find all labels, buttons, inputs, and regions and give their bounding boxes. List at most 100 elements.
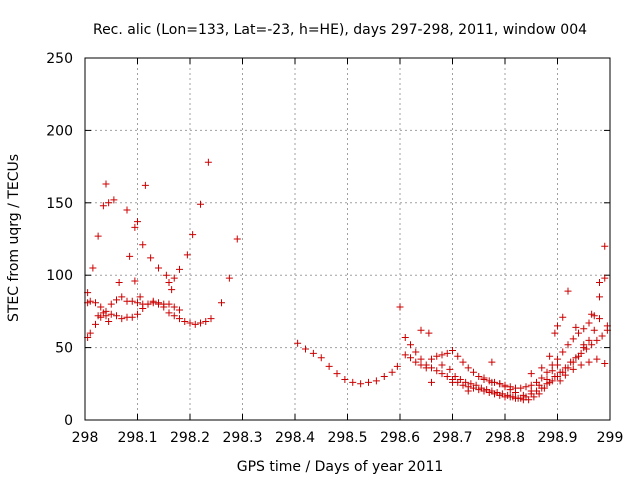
data-point bbox=[191, 320, 199, 328]
data-point bbox=[554, 322, 561, 330]
tick-layer: 298 298.1 298.2 298.3 298.4 298.5 298.6 298.7 29… bbox=[46, 51, 623, 446]
data-point bbox=[575, 329, 582, 337]
data-point bbox=[302, 345, 309, 353]
data-point bbox=[483, 386, 491, 394]
data-point bbox=[147, 254, 155, 262]
data-point bbox=[89, 264, 97, 272]
x-tick-label: 298.4 bbox=[275, 430, 315, 446]
data-point bbox=[118, 315, 126, 323]
data-point bbox=[538, 374, 546, 382]
data-point bbox=[170, 274, 178, 282]
data-point bbox=[86, 297, 94, 305]
data-point bbox=[509, 393, 517, 401]
data-point bbox=[449, 378, 456, 386]
data-point bbox=[393, 362, 401, 370]
data-point bbox=[165, 300, 173, 308]
data-point bbox=[189, 231, 197, 239]
data-point bbox=[517, 384, 525, 392]
data-point bbox=[92, 299, 99, 307]
data-point bbox=[438, 351, 446, 359]
data-point bbox=[309, 349, 317, 357]
data-point bbox=[530, 393, 538, 401]
data-point bbox=[118, 293, 126, 301]
data-point bbox=[197, 319, 204, 327]
data-point bbox=[585, 358, 593, 366]
data-point bbox=[233, 235, 241, 243]
data-point bbox=[472, 381, 480, 389]
data-point bbox=[512, 388, 519, 396]
x-tick-label: 298 bbox=[72, 430, 99, 446]
data-point bbox=[417, 361, 425, 369]
data-point bbox=[593, 355, 601, 363]
data-point bbox=[488, 387, 496, 395]
data-point bbox=[128, 313, 136, 321]
data-point bbox=[459, 358, 467, 366]
y-tick-label: 200 bbox=[46, 123, 73, 139]
data-point bbox=[446, 365, 454, 373]
data-point bbox=[207, 315, 215, 323]
data-point bbox=[551, 329, 559, 337]
data-point bbox=[540, 384, 548, 392]
data-point bbox=[580, 325, 588, 333]
data-point bbox=[162, 271, 170, 279]
data-point bbox=[498, 390, 506, 398]
data-point bbox=[407, 341, 414, 349]
data-point bbox=[443, 373, 451, 381]
x-tick-label: 298.2 bbox=[170, 430, 210, 446]
x-tick-label: 298.3 bbox=[222, 430, 262, 446]
data-point bbox=[141, 181, 149, 189]
data-point bbox=[165, 278, 173, 286]
data-point bbox=[144, 300, 152, 308]
data-point bbox=[341, 375, 349, 383]
data-point bbox=[170, 312, 178, 320]
data-point bbox=[115, 278, 123, 286]
data-point bbox=[422, 364, 430, 372]
data-point bbox=[548, 367, 556, 375]
data-point bbox=[204, 158, 212, 166]
data-point bbox=[176, 306, 183, 314]
data-point bbox=[197, 200, 204, 208]
data-point bbox=[97, 303, 105, 311]
data-point bbox=[454, 352, 462, 360]
data-point bbox=[464, 364, 472, 372]
data-point bbox=[551, 373, 559, 381]
data-point bbox=[333, 370, 341, 378]
data-point bbox=[475, 373, 483, 381]
data-point bbox=[577, 361, 585, 369]
data-point bbox=[155, 264, 162, 272]
data-point bbox=[519, 391, 527, 399]
data-point bbox=[449, 346, 456, 354]
data-point bbox=[134, 218, 141, 226]
data-point bbox=[596, 315, 603, 323]
data-point bbox=[546, 352, 554, 360]
data-point bbox=[107, 300, 115, 308]
data-point bbox=[496, 380, 504, 388]
data-point bbox=[569, 335, 577, 343]
data-point bbox=[559, 313, 567, 321]
y-tick-label: 250 bbox=[46, 51, 73, 67]
data-point bbox=[92, 320, 99, 328]
data-point bbox=[113, 312, 120, 320]
data-point bbox=[601, 242, 609, 250]
data-point bbox=[582, 345, 590, 353]
y-axis-label: STEC from uqrg / TECUs bbox=[6, 154, 22, 322]
data-point bbox=[176, 265, 183, 273]
data-point bbox=[372, 377, 380, 385]
data-point bbox=[425, 329, 433, 337]
data-point bbox=[480, 374, 488, 382]
data-point bbox=[580, 341, 588, 349]
data-point bbox=[585, 336, 593, 344]
plot-frame bbox=[84, 57, 611, 421]
data-point bbox=[105, 318, 113, 326]
data-point bbox=[433, 352, 441, 360]
data-point bbox=[470, 368, 477, 376]
data-point bbox=[525, 396, 533, 404]
data-point bbox=[514, 394, 522, 402]
data-point bbox=[134, 299, 141, 307]
data-point bbox=[105, 199, 113, 207]
data-point bbox=[218, 299, 225, 307]
data-point bbox=[407, 354, 414, 362]
data-point bbox=[357, 380, 365, 388]
data-point bbox=[99, 309, 107, 317]
